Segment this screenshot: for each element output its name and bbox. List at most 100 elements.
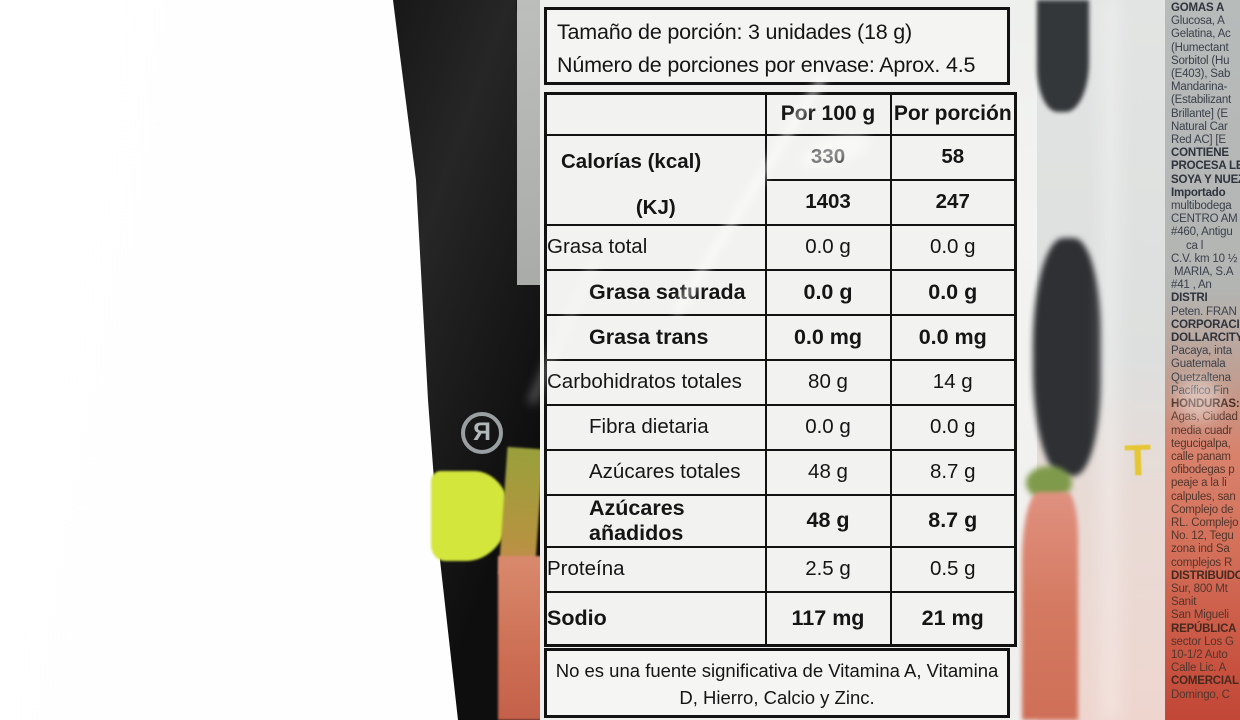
fine-print-line: C.V. km 10 ½ bbox=[1171, 252, 1238, 265]
servings-per-container-line: Número de porciones por envase: Aprox. 4… bbox=[557, 53, 976, 77]
fine-print-line: peaje a la li bbox=[1171, 477, 1227, 490]
kj-per-portion: 247 bbox=[889, 178, 1017, 226]
fine-print-line: sector Los G bbox=[1171, 635, 1234, 648]
nutrient-label: Grasa trans bbox=[544, 313, 767, 361]
bag-black-plastic bbox=[393, 0, 560, 720]
fine-print-line: PROCESA LE bbox=[1171, 160, 1240, 173]
vitamins-note-box: No es una fuente significativa de Vitami… bbox=[544, 648, 1010, 718]
fine-print-line: Importado bbox=[1171, 186, 1226, 199]
fine-print-line: DISTRIBUIDO bbox=[1171, 569, 1240, 582]
fine-print-line: Sorbitol (Hu bbox=[1171, 54, 1230, 67]
nutrition-table: Por 100 g Por porción Calorías (kcal) (K… bbox=[544, 92, 1017, 647]
table-header-row: Por 100 g Por porción bbox=[544, 92, 1017, 136]
fine-print-line: MARIA, S.A bbox=[1171, 266, 1234, 279]
fine-print-line: ofibodegas p bbox=[1171, 464, 1235, 477]
nutrient-label: Azúcares añadidos bbox=[544, 493, 767, 548]
nutrient-per-portion: 21 mg bbox=[889, 590, 1017, 647]
bag-lime-accent bbox=[431, 471, 509, 561]
plastic-fold-strip bbox=[517, 0, 544, 285]
fine-print-line: ca l bbox=[1171, 239, 1204, 252]
fine-print-line: tegucigalpa, bbox=[1171, 437, 1231, 450]
fine-print-line: #41 , An bbox=[1171, 279, 1212, 292]
fine-print-line: complejos R bbox=[1171, 556, 1233, 569]
nutrient-per-portion: 8.7 g bbox=[889, 493, 1017, 548]
nutrient-row: Proteína 2.5 g 0.5 g bbox=[544, 545, 1017, 593]
nutrient-per-100g: 80 g bbox=[764, 358, 892, 406]
serving-info-box: Tamaño de porción: 3 unidades (18 g) Núm… bbox=[544, 7, 1010, 85]
nutrient-label: Sodio bbox=[544, 590, 767, 647]
fine-print-line: calle panam bbox=[1171, 450, 1231, 463]
fine-print-line: DOLLARCITY bbox=[1171, 332, 1240, 345]
nutrient-per-portion: 0.0 g bbox=[889, 223, 1017, 271]
calories-kcal-label: Calorías (kcal) bbox=[561, 149, 702, 173]
calories-kcal-row: Calorías (kcal) (KJ) 330 58 bbox=[544, 133, 1017, 226]
fine-print-line: 10-1/2 Auto bbox=[1171, 648, 1228, 661]
nutrient-per-portion: 0.0 g bbox=[889, 403, 1017, 451]
bag-shadow-top-right bbox=[1037, 0, 1089, 112]
kcal-per-portion: 58 bbox=[889, 133, 1017, 181]
nutrient-per-100g: 48 g bbox=[764, 448, 892, 496]
nutrient-per-100g: 0.0 g bbox=[764, 268, 892, 316]
fine-print-line: Agas, Ciudad bbox=[1171, 411, 1238, 424]
nutrient-per-100g: 0.0 g bbox=[764, 223, 892, 271]
nutrient-per-100g: 117 mg bbox=[764, 590, 892, 647]
fine-print-line: Complejo de bbox=[1171, 503, 1234, 516]
fine-print-line: CENTRO AM bbox=[1171, 213, 1238, 226]
nutrient-per-100g: 0.0 g bbox=[764, 403, 892, 451]
kcal-per-100g: 330 bbox=[764, 133, 892, 181]
orange-gummies-glimpse bbox=[1022, 492, 1078, 720]
ingredients-fine-print: GOMAS A Glucosa, A Gelatina, Ac (Humecta… bbox=[1165, 0, 1240, 720]
fine-print-line: Sanit bbox=[1171, 596, 1197, 609]
fine-print-line: Guatemala bbox=[1171, 358, 1226, 371]
fine-print-line: media cuadr bbox=[1171, 424, 1233, 437]
nutrient-row: Carbohidratos totales 80 g 14 g bbox=[544, 358, 1017, 406]
nutrition-label: Tamaño de porción: 3 unidades (18 g) Núm… bbox=[540, 0, 1037, 720]
nutrient-per-portion: 0.5 g bbox=[889, 545, 1017, 593]
fine-print-line: COMERCIAL bbox=[1171, 675, 1239, 688]
fine-print-line: CONTIENE bbox=[1171, 147, 1229, 160]
header-per-100g: Por 100 g bbox=[764, 92, 892, 136]
fine-print-line: Quetzaltena bbox=[1171, 371, 1231, 384]
fine-print-line: Gelatina, Ac bbox=[1171, 28, 1231, 41]
fine-print-line: zona ind Sa bbox=[1171, 543, 1230, 556]
fine-print-line: (Humectant bbox=[1171, 41, 1229, 54]
fine-print-line: Sur, 800 Mt bbox=[1171, 582, 1228, 595]
nutrient-per-100g: 48 g bbox=[764, 493, 892, 548]
nutrient-rows: Grasa total 0.0 g 0.0 g Grasa saturada 0… bbox=[544, 223, 1017, 647]
calories-label-cell: Calorías (kcal) (KJ) bbox=[544, 133, 767, 226]
nutrient-label: Grasa total bbox=[544, 223, 767, 271]
fine-print-line: REPÚBLICA bbox=[1171, 622, 1237, 635]
header-empty-cell bbox=[544, 92, 767, 136]
fine-print-line: DISTRI bbox=[1171, 292, 1208, 305]
nutrient-row: Sodio 117 mg 21 mg bbox=[544, 590, 1017, 647]
nutrient-row: Grasa saturada 0.0 g 0.0 g bbox=[544, 268, 1017, 316]
fine-print-line: No. 12, Tegu bbox=[1171, 530, 1234, 543]
fine-print-line: Domingo, C bbox=[1171, 688, 1230, 701]
fine-print-line: Red AC] [E bbox=[1171, 134, 1226, 147]
registered-trademark-icon: R bbox=[461, 412, 503, 454]
nutrient-per-portion: 14 g bbox=[889, 358, 1017, 406]
gummies-through-bag-left bbox=[498, 556, 545, 720]
nutrient-row: Azúcares añadidos 48 g 8.7 g bbox=[544, 493, 1017, 548]
nutrient-row: Grasa trans 0.0 mg 0.0 mg bbox=[544, 313, 1017, 361]
fine-print-line: Natural Car bbox=[1171, 120, 1228, 133]
nutrient-label: Carbohidratos totales bbox=[544, 358, 767, 406]
nutrient-label: Fibra dietaria bbox=[544, 403, 767, 451]
fine-print-line: Pacífico Fin bbox=[1171, 384, 1229, 397]
serving-size-line: Tamaño de porción: 3 unidades (18 g) bbox=[557, 20, 912, 44]
nutrient-row: Azúcares totales 48 g 8.7 g bbox=[544, 448, 1017, 496]
nutrient-row: Grasa total 0.0 g 0.0 g bbox=[544, 223, 1017, 271]
nutrient-per-portion: 8.7 g bbox=[889, 448, 1017, 496]
fine-print-line: #460, Antigu bbox=[1171, 226, 1233, 239]
header-per-portion: Por porción bbox=[889, 92, 1017, 136]
fine-print-line: GOMAS A bbox=[1171, 2, 1225, 14]
nutrient-label: Proteína bbox=[544, 545, 767, 593]
fine-print-line: (Estabilizant bbox=[1171, 94, 1232, 107]
fine-print-line: Glucosa, A bbox=[1171, 15, 1225, 28]
nutrient-label: Grasa saturada bbox=[544, 268, 767, 316]
fine-print-line: Peten. FRAN bbox=[1171, 305, 1237, 318]
fine-print-line: Mandarina- bbox=[1171, 81, 1228, 94]
fine-print-line: San Migueli bbox=[1171, 609, 1229, 622]
nutrient-label: Azúcares totales bbox=[544, 448, 767, 496]
fine-print-line: CORPORACI bbox=[1171, 318, 1240, 331]
